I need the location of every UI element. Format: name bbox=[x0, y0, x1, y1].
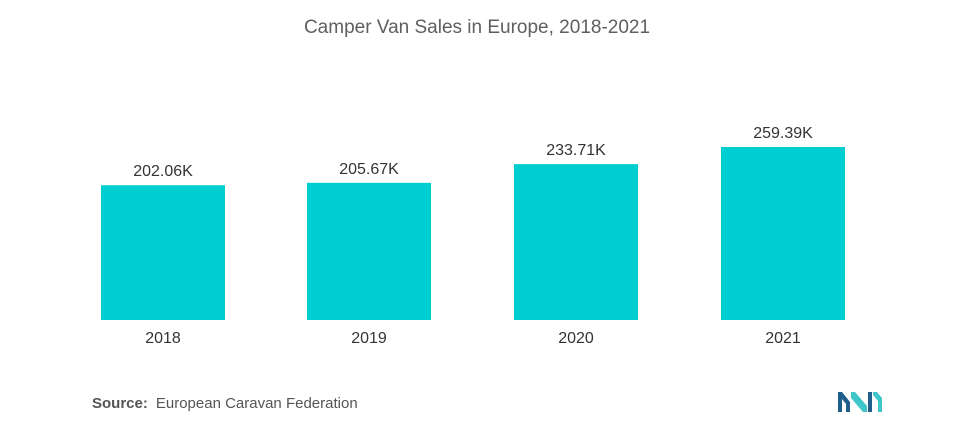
source-label: Source: bbox=[92, 395, 148, 412]
bar-2020 bbox=[514, 164, 638, 320]
data-label-2018: 202.06K bbox=[133, 163, 193, 180]
data-label-2020: 233.71K bbox=[546, 142, 606, 159]
logo-middle-shape bbox=[851, 392, 867, 412]
logo-left-shape bbox=[838, 392, 850, 412]
chart-title: Camper Van Sales in Europe, 2018-2021 bbox=[303, 17, 651, 38]
brand-logo-icon bbox=[838, 392, 882, 412]
data-label-2021: 259.39K bbox=[753, 125, 813, 142]
data-label-2019: 205.67K bbox=[339, 161, 399, 178]
logo-right-slant-shape bbox=[873, 392, 882, 412]
bars-group: 202.06K 2018 205.67K 2019 233.71K 2020 259.39K… bbox=[101, 125, 845, 347]
bar-2018 bbox=[101, 185, 225, 320]
x-tick-label-2020: 2020 bbox=[558, 330, 594, 347]
bar-2019 bbox=[307, 182, 431, 320]
logo-right-shape bbox=[868, 392, 872, 412]
x-tick-label-2018: 2018 bbox=[145, 330, 181, 347]
x-tick-label-2021: 2021 bbox=[765, 330, 801, 347]
source-note: Source: European Caravan Federation bbox=[92, 395, 358, 412]
bar-2021 bbox=[721, 147, 845, 320]
x-tick-label-2019: 2019 bbox=[351, 330, 387, 347]
source-text: European Caravan Federation bbox=[155, 395, 358, 412]
